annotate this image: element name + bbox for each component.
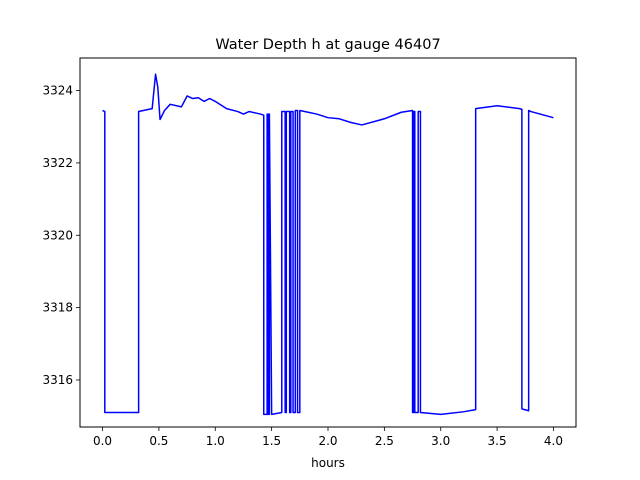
y-tick-label: 3324 [42,84,73,98]
y-tick-label: 3316 [42,373,73,387]
x-tick-label: 2.5 [375,434,394,448]
plot-background [80,58,576,427]
x-axis-label: hours [311,456,345,470]
y-tick-label: 3318 [42,301,73,315]
plot-area [79,57,577,428]
x-tick-label: 0.0 [93,434,112,448]
x-tick-label: 2.0 [318,434,337,448]
series-layer [102,73,554,416]
series-line [102,73,554,416]
x-axis: 0.0 0.5 1.0 1.5 2.0 2.5 3.0 3.5 4.0 [93,427,563,448]
x-tick-label: 3.5 [488,434,507,448]
y-axis: 3316 3318 3320 3322 3324 [42,84,80,387]
x-tick-label: 0.5 [149,434,168,448]
x-tick-label: 4.0 [544,434,563,448]
x-tick-label: 1.5 [262,434,281,448]
y-tick-label: 3320 [42,228,73,242]
y-tick-label: 3322 [42,156,73,170]
x-tick-label: 1.0 [206,434,225,448]
x-tick-label: 3.0 [431,434,450,448]
chart-title: Water Depth h at gauge 46407 [215,37,440,53]
